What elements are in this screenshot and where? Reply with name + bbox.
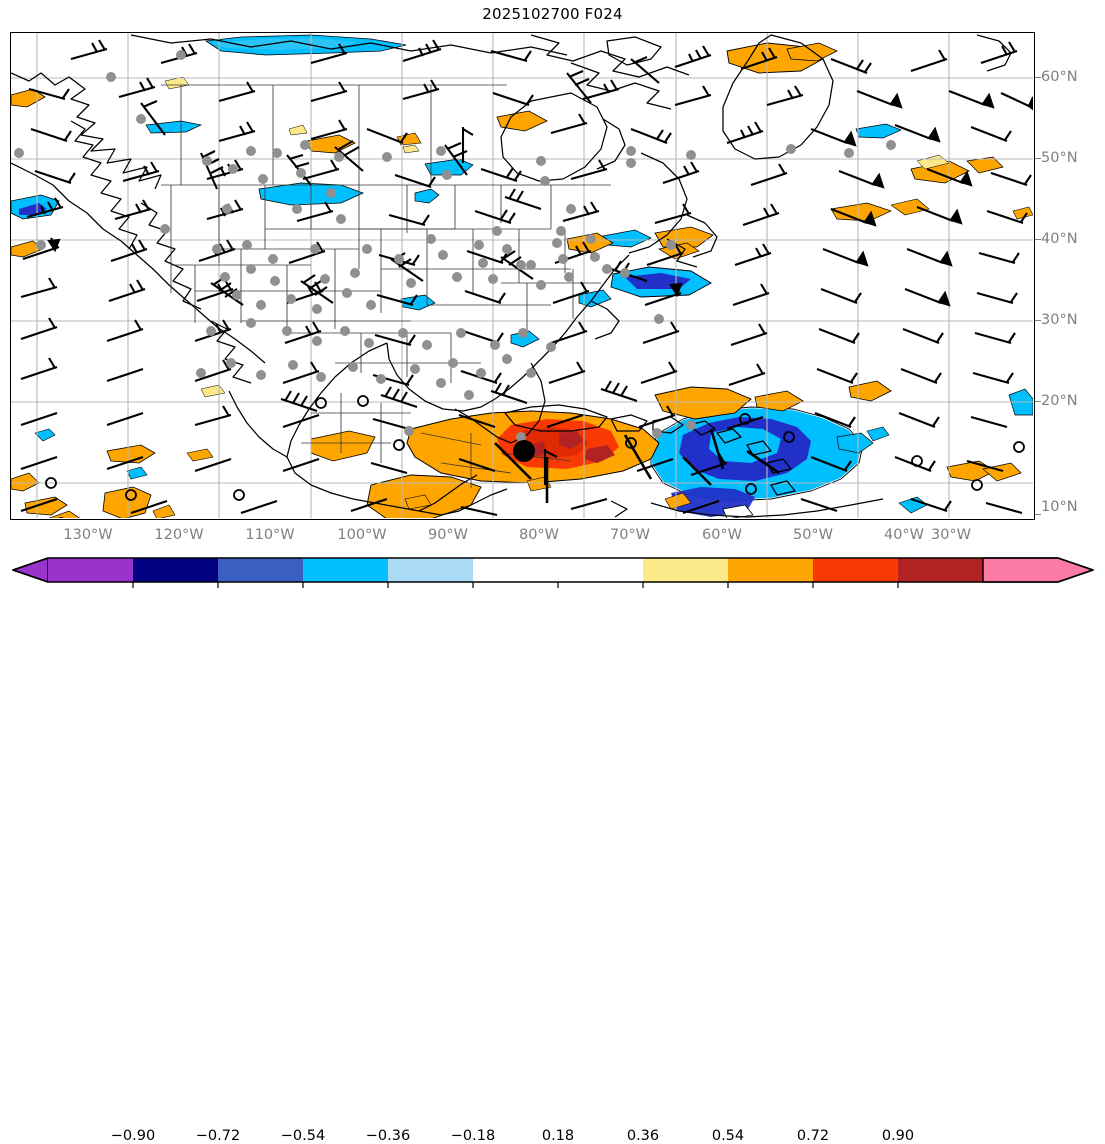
colorbar-label-0.36: 0.36: [626, 1128, 660, 1144]
colorbar-under-extension: [12, 557, 49, 583]
lon-tick-110w: 110°W: [245, 527, 295, 543]
lon-tick-50w: 50°W: [792, 527, 834, 543]
lon-tick-70w: 70°W: [609, 527, 651, 543]
lon-tick-130w: 130°W: [63, 527, 113, 543]
lat-tick-20: 20°N: [1041, 393, 1078, 409]
colorbar-label--0.72: −0.72: [195, 1128, 241, 1144]
cyclone-center-marker: [513, 440, 535, 462]
colorbar-label-0.18: 0.18: [541, 1128, 575, 1144]
lat-tickmark-60: [1035, 77, 1041, 78]
lon-tick-120w: 120°W: [154, 527, 204, 543]
lat-tick-30: 30°N: [1041, 312, 1078, 328]
political-borders: [161, 84, 611, 488]
gridlines: [11, 33, 1033, 518]
colorbar-label-0.54: 0.54: [711, 1128, 745, 1144]
lat-tick-60: 60°N: [1041, 69, 1078, 85]
lat-tickmark-50: [1035, 158, 1041, 159]
colorbar-over-extension: [982, 557, 1094, 583]
colorbar[interactable]: −0.90 −0.72 −0.54 −0.36 −0.18 0.18 0.36 …: [0, 550, 1105, 1144]
colorbar-label--0.18: −0.18: [450, 1128, 496, 1144]
lon-tick-100w: 100°W: [337, 527, 387, 543]
colorbar-label-0.72: 0.72: [796, 1128, 830, 1144]
lat-tick-50: 50°N: [1041, 150, 1078, 166]
page-title: 2025102700 F024: [482, 5, 623, 23]
colorbar-label--0.90: −0.90: [110, 1128, 156, 1144]
colorbar-label-0.90: 0.90: [881, 1128, 915, 1144]
lat-tick-10: 10°N: [1041, 499, 1078, 515]
lon-tick-90w: 90°W: [427, 527, 469, 543]
lat-tickmark-30: [1035, 320, 1041, 321]
wind-barb-layer: [20, 39, 1033, 517]
lon-tick-80w: 80°W: [518, 527, 560, 543]
map-plot-area[interactable]: [10, 32, 1035, 520]
colorbar-label--0.36: −0.36: [365, 1128, 411, 1144]
station-marker-layer: [14, 50, 1025, 518]
lon-tick-60w: 60°W: [701, 527, 743, 543]
lat-tickmark-40: [1035, 239, 1041, 240]
map-canvas: [11, 33, 1033, 518]
lat-tickmark-10: [1035, 514, 1041, 515]
colorbar-canvas: [12, 557, 1094, 588]
lon-tick-40w: 40°W: [883, 527, 925, 543]
lat-tick-40: 40°N: [1041, 231, 1078, 247]
lon-tick-30w: 30°W: [930, 527, 972, 543]
colorbar-label--0.54: −0.54: [280, 1128, 326, 1144]
lat-tickmark-20: [1035, 401, 1041, 402]
